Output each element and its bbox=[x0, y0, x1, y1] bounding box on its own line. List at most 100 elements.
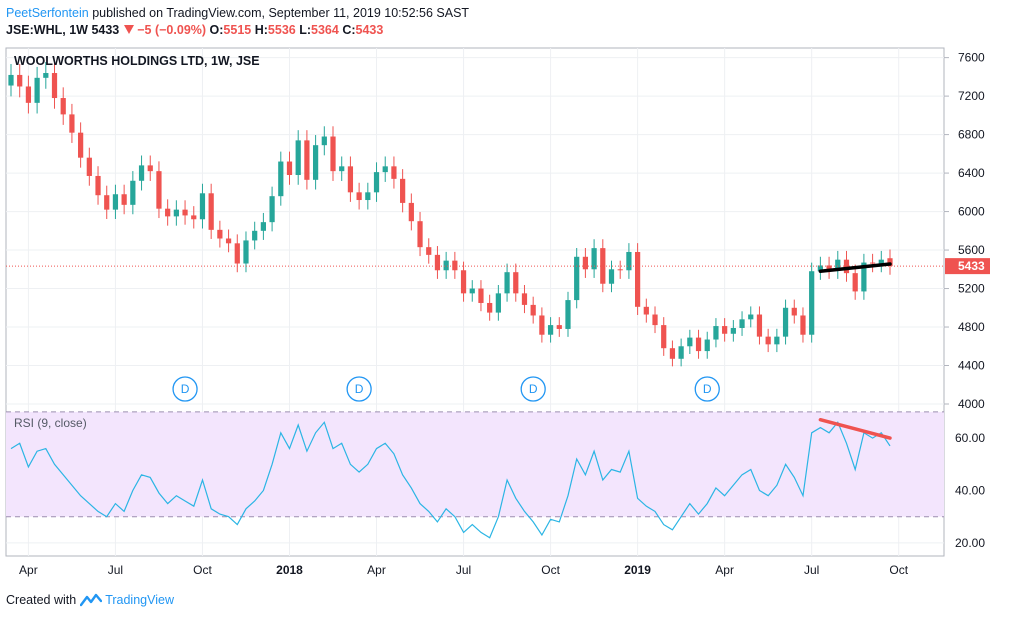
candle-down bbox=[617, 269, 623, 271]
candle-up bbox=[504, 272, 510, 294]
x-tick-label: Oct bbox=[193, 563, 212, 577]
rsi-tick-label: 40.00 bbox=[955, 483, 985, 497]
price-pane-title: WOOLWORTHS HOLDINGS LTD, 1W, JSE bbox=[14, 54, 260, 68]
x-tick-label: Apr bbox=[715, 563, 734, 577]
price-tick-label: 4400 bbox=[958, 359, 985, 373]
x-tick-label: Oct bbox=[541, 563, 560, 577]
candle-down bbox=[669, 348, 676, 359]
candle-up bbox=[443, 260, 449, 271]
tradingview-link[interactable]: TradingView bbox=[105, 593, 174, 607]
candle-down bbox=[121, 194, 127, 205]
candle-down bbox=[304, 140, 310, 180]
candle-down bbox=[51, 73, 58, 99]
candle-up bbox=[782, 307, 789, 337]
rsi-band-fill bbox=[6, 411, 944, 517]
close-value: 5433 bbox=[355, 23, 384, 37]
candle-up bbox=[495, 293, 501, 313]
tradingview-logo-icon bbox=[80, 593, 103, 607]
candle-down bbox=[25, 86, 32, 103]
candle-down bbox=[722, 326, 728, 334]
candle-down bbox=[556, 325, 562, 329]
rsi-tick-label: 20.00 bbox=[955, 536, 985, 550]
candle-down bbox=[800, 315, 806, 335]
candle-down bbox=[852, 273, 858, 292]
candle-up bbox=[704, 339, 710, 352]
candle-up bbox=[469, 288, 475, 294]
chart-header: PeetSerfontein published on TradingView.… bbox=[6, 5, 469, 39]
candle-up bbox=[130, 180, 136, 205]
low-value: 5364 bbox=[311, 23, 339, 37]
candle-down bbox=[600, 248, 606, 284]
candle-up bbox=[730, 327, 736, 334]
candle-down bbox=[95, 175, 101, 196]
candle-down bbox=[347, 166, 354, 193]
rsi-pane-title: RSI (9, close) bbox=[14, 416, 87, 430]
candle-down bbox=[765, 336, 771, 345]
candle-up bbox=[382, 166, 388, 173]
candle-down bbox=[217, 229, 223, 239]
candle-up bbox=[8, 74, 14, 86]
price-tick-label: 6800 bbox=[958, 128, 985, 142]
rsi-line bbox=[10, 421, 891, 539]
last-price-label: 5433 bbox=[958, 259, 985, 273]
axes: Apr Jul Oct 2018 Apr Jul Oct 2019 Apr Jul Oct 4000 4… bbox=[19, 51, 990, 577]
candle-up bbox=[365, 192, 371, 201]
candle-up bbox=[739, 319, 745, 328]
candle-up bbox=[713, 326, 719, 340]
dividend-marker bbox=[694, 376, 720, 402]
candle-down bbox=[234, 243, 240, 264]
price-tick-label: 4800 bbox=[958, 320, 985, 334]
candle-up bbox=[138, 165, 145, 181]
published-text: published on TradingView.com, September … bbox=[92, 6, 470, 20]
candle-down bbox=[652, 314, 658, 326]
candle-down bbox=[182, 209, 188, 216]
candle-down bbox=[86, 157, 92, 176]
dividend-marker-label: D bbox=[355, 382, 364, 396]
price-tick-label: 5600 bbox=[958, 243, 985, 257]
price-tick-label: 6400 bbox=[958, 166, 985, 180]
price-tick-label: 7200 bbox=[958, 89, 985, 103]
open-label: O: bbox=[209, 23, 224, 37]
dividend-marker-label: D bbox=[529, 382, 538, 396]
dividend-marker bbox=[520, 376, 546, 402]
candle-up bbox=[112, 194, 119, 210]
price-tick-label: 5200 bbox=[958, 282, 985, 296]
candle-up bbox=[269, 196, 275, 223]
rsi-trendline bbox=[818, 417, 892, 440]
candle-down bbox=[147, 165, 153, 172]
x-tick-label: Oct bbox=[889, 563, 908, 577]
candle-down bbox=[582, 256, 589, 270]
low-label: L: bbox=[299, 23, 312, 37]
candle-up bbox=[809, 271, 815, 335]
created-with-text: Created with bbox=[6, 593, 77, 607]
candle-up bbox=[774, 336, 780, 345]
candle-down bbox=[391, 166, 397, 179]
candle-down bbox=[643, 306, 649, 315]
candle-up bbox=[817, 265, 823, 272]
price-pane bbox=[5, 47, 945, 405]
candle-up bbox=[243, 240, 249, 264]
footer: Created with TradingView bbox=[6, 593, 174, 607]
x-tick-label: 2019 bbox=[624, 563, 651, 577]
candle-down bbox=[69, 114, 75, 133]
high-value: 5536 bbox=[267, 23, 296, 37]
candle-down bbox=[635, 251, 641, 307]
price-trendline bbox=[818, 262, 892, 273]
author-link[interactable]: PeetSerfontein bbox=[6, 6, 89, 20]
candle-up bbox=[687, 337, 693, 347]
price-tick-label: 7600 bbox=[958, 51, 985, 65]
candle-down bbox=[400, 178, 406, 203]
x-tick-label: Apr bbox=[19, 563, 38, 577]
candle-down bbox=[887, 258, 893, 267]
candle-down bbox=[356, 192, 362, 201]
quote-line: JSE:WHL, 1W 5433 −5 (−0.09%) O:5515 H:553… bbox=[6, 22, 469, 39]
candle-up bbox=[878, 259, 884, 264]
x-tick-label: Jul bbox=[456, 563, 471, 577]
candles bbox=[8, 62, 893, 367]
candle-down bbox=[487, 302, 493, 313]
open-value: 5515 bbox=[223, 23, 252, 37]
candle-up bbox=[835, 259, 841, 271]
candle-down bbox=[60, 98, 66, 115]
